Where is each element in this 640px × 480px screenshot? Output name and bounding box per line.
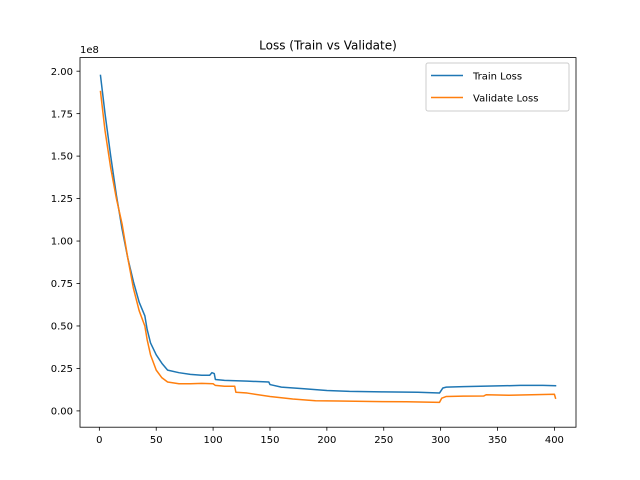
series-line-train-loss	[99, 74, 557, 394]
y-tick-label: 1.75	[51, 109, 73, 120]
x-tick-label: 0	[96, 435, 102, 446]
x-axis: 0 50 100 150 200 250 300 350 400	[96, 427, 564, 446]
chart-title: Loss (Train vs Validate)	[259, 39, 397, 53]
legend-label-validate-loss: Validate Loss	[473, 94, 538, 105]
y-tick-label: 1.50	[51, 152, 73, 163]
y-tick-label: 0.00	[51, 406, 73, 417]
y-tick-label: 0.50	[51, 322, 73, 333]
plot-frame	[79, 57, 577, 428]
y-tick-label: 2.00	[51, 67, 73, 78]
y-tick-label: 1.00	[51, 237, 73, 248]
x-tick-label: 200	[317, 435, 336, 446]
x-tick-label: 350	[488, 435, 507, 446]
y-axis: 0.00 0.25 0.50 0.75 1.00 1.25 1.50 1.75 2.00	[51, 67, 80, 417]
legend-label-train-loss: Train Loss	[472, 72, 522, 83]
y-tick-label: 1.25	[51, 194, 73, 205]
x-tick-label: 100	[204, 435, 223, 446]
x-tick-label: 50	[150, 435, 163, 446]
x-tick-label: 300	[431, 435, 450, 446]
y-tick-label: 0.25	[51, 364, 73, 375]
y-tick-label: 0.75	[51, 279, 73, 290]
series-layer	[99, 74, 557, 404]
x-tick-label: 250	[374, 435, 393, 446]
y-axis-offset-label: 1e8	[80, 45, 99, 56]
series-line-validate-loss	[99, 90, 557, 404]
x-tick-label: 150	[260, 435, 279, 446]
x-tick-label: 400	[545, 435, 564, 446]
legend: Train Loss Validate Loss	[425, 62, 570, 112]
